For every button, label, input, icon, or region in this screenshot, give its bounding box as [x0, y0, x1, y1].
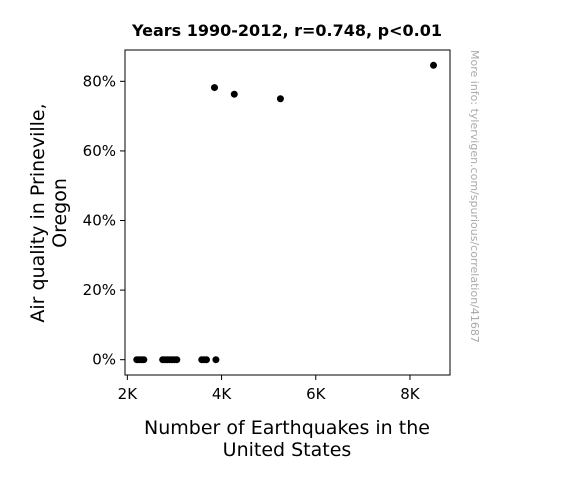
y-tick-label: 80% — [83, 72, 116, 90]
x-tick-label: 6K — [306, 385, 327, 403]
plot-area — [124, 49, 451, 376]
x-tick-label: 8K — [400, 385, 421, 403]
x-axis-label-line-1: Number of Earthquakes in the — [144, 417, 430, 439]
watermark: More info: tylervigen.com/spurious/corre… — [468, 50, 481, 343]
x-axis-label-line-2: United States — [223, 439, 352, 461]
x-tick-label: 4K — [212, 385, 233, 403]
data-point — [230, 90, 238, 98]
y-tick-label: 60% — [83, 142, 116, 160]
axis-ticks: 2K 4K 6K 8K 0% 20% 40% 60% 80% — [83, 72, 421, 403]
data-point — [212, 356, 220, 364]
chart-title: Years 1990-2012, r=0.748, p<0.01 — [131, 21, 442, 40]
y-tick-label: 20% — [83, 281, 116, 299]
data-point — [202, 356, 210, 364]
data-point — [430, 61, 438, 69]
x-tick-label: 2K — [118, 385, 139, 403]
data-points — [133, 61, 438, 364]
y-axis-label-line-2: Oregon — [49, 178, 71, 248]
data-point — [276, 95, 284, 103]
data-point — [140, 356, 148, 364]
y-axis-label-line-1: Air quality in Prineville, — [27, 103, 49, 322]
y-tick-label: 40% — [83, 212, 116, 230]
y-tick-label: 0% — [92, 351, 116, 369]
data-point — [210, 84, 218, 92]
y-axis-label: Air quality in Prineville, Oregon — [27, 103, 71, 322]
data-point — [173, 356, 181, 364]
